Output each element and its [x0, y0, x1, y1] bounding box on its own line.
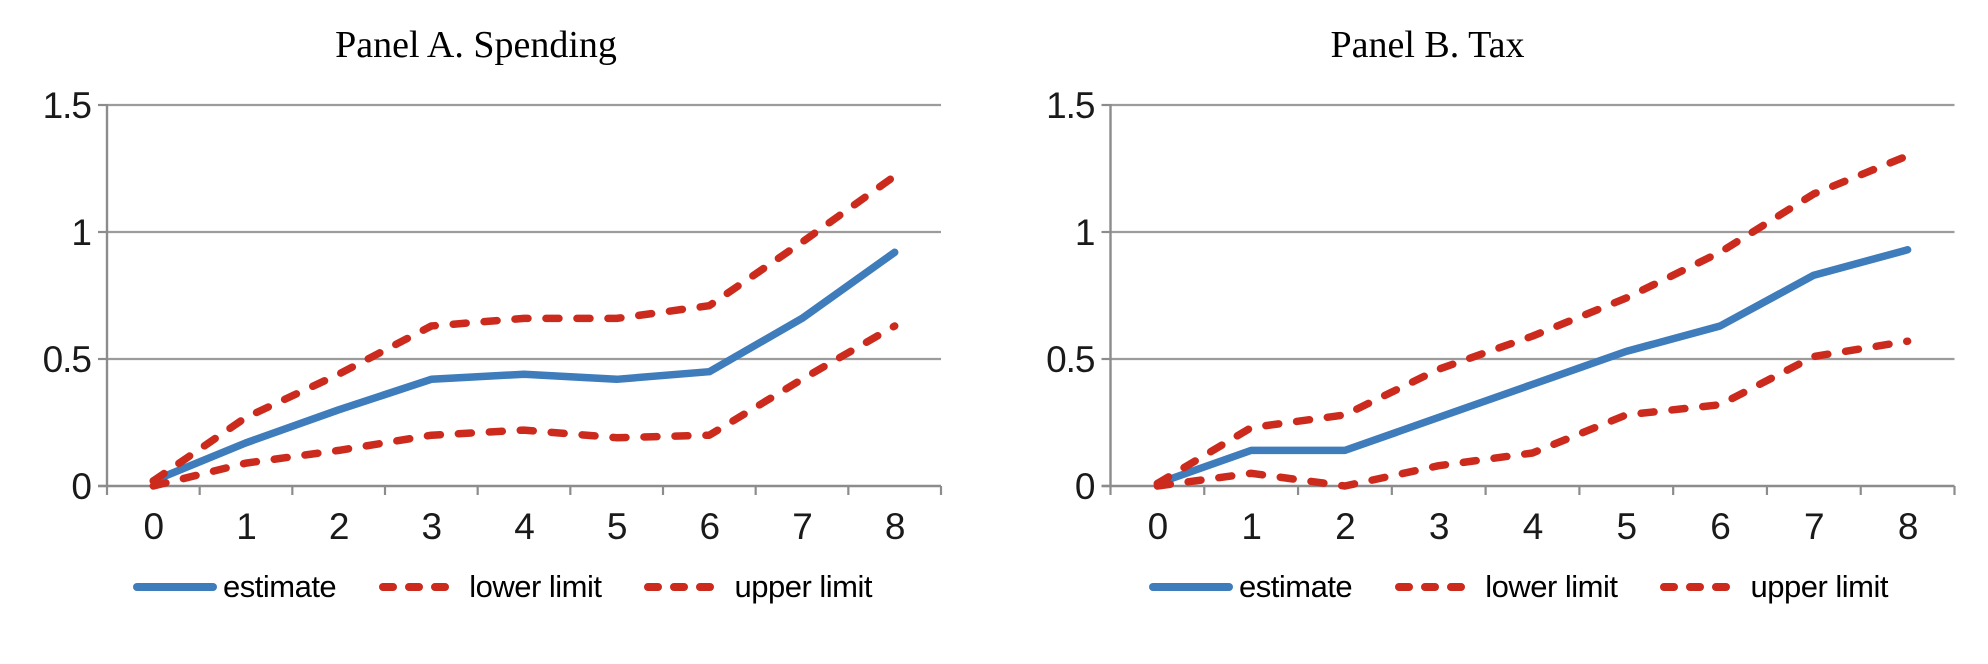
y-tick-label: 1.5 [1046, 85, 1095, 126]
legend-label-estimate: estimate [1239, 569, 1353, 604]
legend-item-upper-limit: upper limit [1659, 569, 1888, 605]
lower-limit-dash-swatch-icon [379, 583, 464, 591]
panel-b-plot-area: 0 0.5 1 1.5 0 1 2 3 4 5 6 7 8 [1046, 85, 1956, 547]
upper-limit-dash-swatch-icon [1660, 583, 1745, 591]
y-tick-label: 0 [1075, 466, 1095, 507]
legend-item-lower-limit: lower limit [378, 569, 602, 605]
upper-limit-dash-swatch-icon [644, 583, 729, 591]
x-tick-label: 3 [422, 506, 442, 547]
x-tick-label: 3 [1429, 506, 1449, 547]
x-tick-label: 8 [885, 506, 905, 547]
lower-limit-dash-swatch-icon [1395, 583, 1480, 591]
legend-label-upper-limit: upper limit [1750, 569, 1888, 604]
panel-a-plot-area: 0 0.5 1 1.5 0 1 2 3 4 5 6 7 8 [43, 85, 943, 547]
x-tick-label: 5 [607, 506, 627, 547]
panel-a-title: Panel A. Spending [335, 24, 617, 66]
legend-label-upper-limit: upper limit [734, 569, 872, 604]
x-tick-label: 4 [514, 506, 534, 547]
panel-b-tax: Panel B. Tax 0 0.5 1 1.5 0 1 2 3 4 5 6 7 8 estimate … [994, 0, 1988, 664]
x-tick-label: 7 [1804, 506, 1824, 547]
series-line-lower-limit [1153, 337, 1912, 490]
panel-b-legend: estimate lower limit upper limit [1021, 563, 1988, 611]
x-tick-label: 1 [236, 506, 256, 547]
x-tick-label: 5 [1616, 506, 1636, 547]
legend-item-upper-limit: upper limit [643, 569, 872, 605]
panel-b-title: Panel B. Tax [1330, 24, 1525, 66]
estimate-line-swatch-icon [133, 583, 218, 591]
x-tick-label: 6 [700, 506, 720, 547]
y-tick-label: 1 [71, 212, 91, 253]
series-line-upper-limit [1153, 152, 1912, 488]
x-tick-label: 2 [1335, 506, 1355, 547]
x-tick-label: 4 [1523, 506, 1543, 547]
x-tick-label: 8 [1898, 506, 1918, 547]
series-line-lower-limit [149, 322, 899, 490]
estimate-line-swatch-icon [1149, 583, 1234, 591]
legend-item-lower-limit: lower limit [1394, 569, 1618, 605]
y-tick-label: 1.5 [43, 85, 92, 126]
panel-a-spending: Panel A. Spending 0 0.5 1 1.5 0 1 2 3 4 5 6 7 8 esti… [43, 24, 943, 604]
legend-label-estimate: estimate [223, 569, 337, 604]
legend-label-lower-limit: lower limit [1485, 569, 1618, 604]
x-tick-label: 6 [1710, 506, 1730, 547]
x-tick-label: 0 [144, 506, 164, 547]
legend-item-estimate: estimate [132, 569, 337, 605]
y-tick-label: 1 [1075, 212, 1095, 253]
series-line-estimate [149, 248, 899, 485]
x-tick-label: 1 [1241, 506, 1261, 547]
panel-a-legend: estimate lower limit upper limit [5, 563, 999, 611]
legend-item-estimate: estimate [1148, 569, 1353, 605]
y-tick-label: 0 [71, 466, 91, 507]
series-line-estimate [1153, 246, 1912, 488]
y-tick-label: 0.5 [1046, 339, 1095, 380]
x-tick-label: 7 [792, 506, 812, 547]
x-tick-label: 0 [1148, 506, 1168, 547]
x-tick-label: 2 [329, 506, 349, 547]
legend-label-lower-limit: lower limit [469, 569, 602, 604]
series-line-upper-limit [149, 172, 899, 485]
y-tick-label: 0.5 [43, 339, 92, 380]
